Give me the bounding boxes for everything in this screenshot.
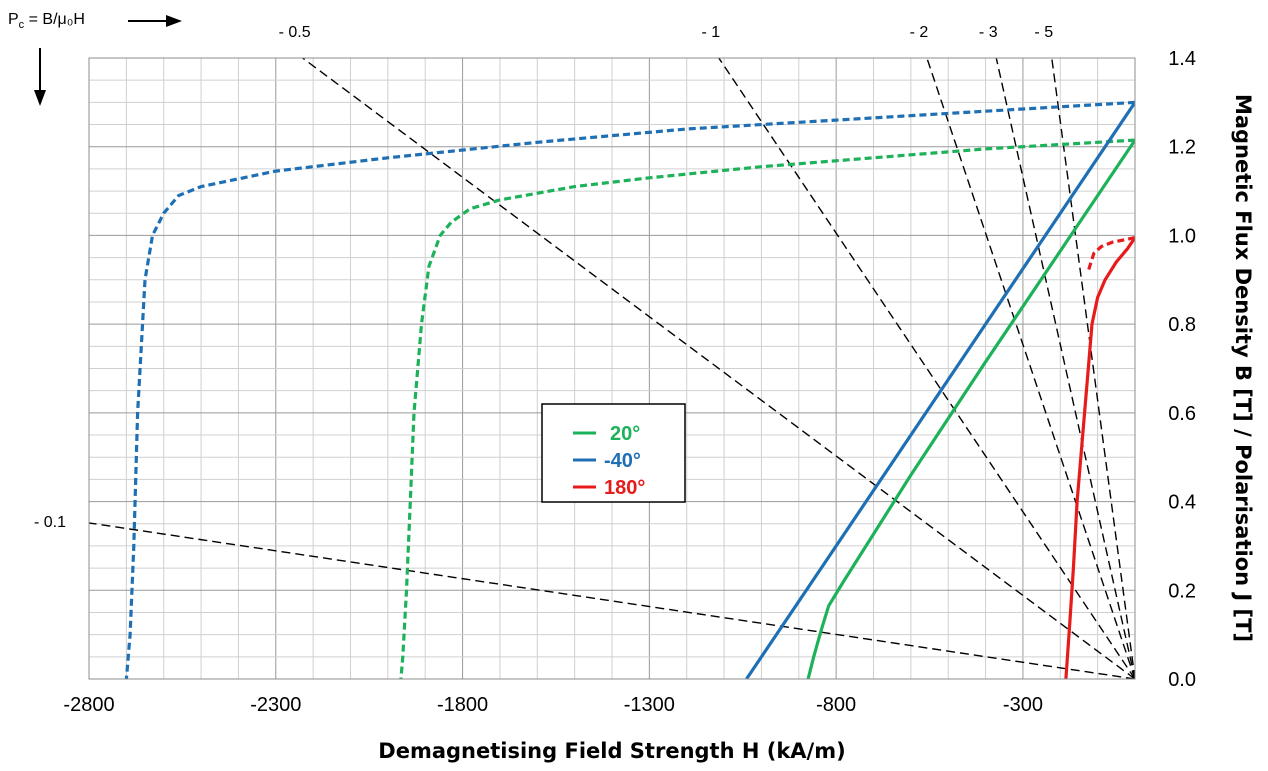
load-line	[1051, 58, 1135, 679]
flux-density-curve	[745, 101, 1135, 679]
plot-frame	[88, 57, 1136, 680]
y-tick-label: 0.6	[1168, 403, 1196, 425]
y-tick-label: 0.2	[1168, 580, 1196, 602]
legend-box	[541, 403, 686, 503]
y-axis-title: Magnetic Flux Density B [T] / Polarisati…	[1231, 94, 1255, 642]
load-line-label: - 3	[979, 24, 998, 41]
y-tick-label: 1.4	[1168, 48, 1196, 70]
polarisation-curve	[399, 138, 1135, 679]
load-line	[302, 58, 1135, 679]
load-lines	[89, 58, 1135, 679]
x-tick-labels: -2800 -2300 -1800 -1300 -800 -300	[63, 694, 1043, 716]
flux-density-curve	[806, 139, 1135, 679]
pc-formula-label: Pc = B/μ₀H	[8, 11, 85, 31]
grid	[89, 58, 1135, 679]
load-line	[89, 522, 1135, 679]
load-line-label: - 1	[701, 24, 720, 41]
load-line	[995, 58, 1135, 679]
polarisation-curve	[124, 100, 1135, 679]
series-curves	[124, 100, 1135, 679]
load-line-labels: - 0.1 - 0.5 - 1 - 2 - 3 - 5	[34, 24, 1053, 531]
x-tick-label: -300	[1003, 694, 1043, 716]
load-line-label: - 0.1	[34, 514, 66, 531]
x-tick-label: -1300	[624, 694, 675, 716]
legend-label-180: 180°	[604, 477, 645, 499]
load-line	[926, 58, 1135, 679]
legend-label-20: 20°	[610, 423, 640, 445]
load-line-label: - 0.5	[279, 24, 311, 41]
load-line	[718, 58, 1135, 679]
y-tick-label: 1.2	[1168, 137, 1196, 159]
x-tick-label: -800	[816, 694, 856, 716]
y-tick-label: 0.0	[1168, 669, 1196, 691]
x-tick-label: -2800	[63, 694, 114, 716]
load-line-label: - 5	[1034, 24, 1053, 41]
down-arrow-head	[34, 90, 46, 106]
load-line-label: - 2	[910, 24, 929, 41]
x-tick-label: -2300	[250, 694, 301, 716]
right-arrow-head	[166, 15, 182, 27]
y-tick-labels: 0.0 0.2 0.4 0.6 0.8 1.0 1.2 1.4	[1168, 48, 1196, 691]
x-tick-label: -1800	[437, 694, 488, 716]
y-tick-label: 0.4	[1168, 492, 1196, 514]
flux-density-curve	[1064, 236, 1135, 679]
legend-label-minus40: -40°	[604, 450, 641, 472]
polarisation-curve	[1086, 236, 1135, 272]
pc-annotation: Pc = B/μ₀H	[8, 11, 182, 106]
x-axis-title: Demagnetising Field Strength H (kA/m)	[378, 739, 845, 763]
y-tick-label: 1.0	[1168, 225, 1196, 247]
legend: 20° -40° 180°	[541, 403, 686, 503]
y-tick-label: 0.8	[1168, 314, 1196, 336]
